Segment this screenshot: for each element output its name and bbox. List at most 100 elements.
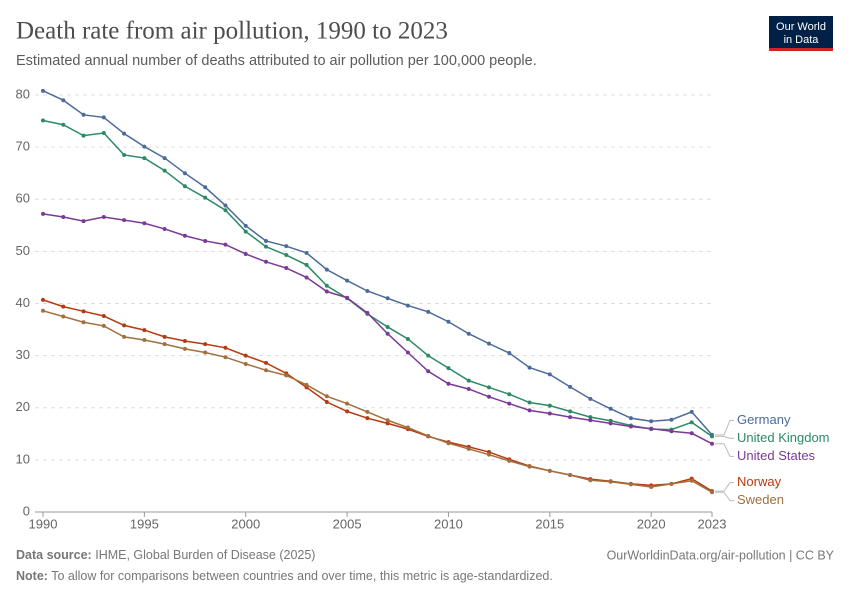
point bbox=[608, 421, 613, 426]
logo-box bbox=[769, 16, 833, 50]
point bbox=[101, 214, 106, 219]
point bbox=[61, 304, 66, 309]
point bbox=[588, 418, 593, 423]
legend-connector bbox=[715, 491, 734, 502]
point bbox=[405, 350, 410, 355]
point bbox=[710, 441, 714, 446]
point bbox=[182, 171, 187, 176]
legend-connector bbox=[715, 443, 734, 457]
point bbox=[284, 253, 289, 258]
legend-connector bbox=[715, 435, 734, 439]
point bbox=[568, 384, 573, 389]
point bbox=[324, 289, 329, 294]
x-tick-label: 2005 bbox=[333, 516, 362, 531]
point bbox=[284, 373, 289, 378]
point bbox=[385, 296, 390, 301]
point bbox=[284, 266, 289, 271]
point bbox=[162, 342, 167, 347]
series bbox=[41, 297, 714, 494]
point bbox=[81, 219, 86, 224]
point bbox=[649, 484, 654, 489]
point bbox=[466, 386, 471, 391]
series bbox=[41, 118, 714, 439]
point bbox=[203, 185, 208, 190]
y-tick-label: 50 bbox=[16, 243, 30, 258]
point bbox=[182, 346, 187, 351]
point bbox=[365, 409, 370, 414]
point bbox=[527, 408, 532, 413]
point bbox=[264, 368, 268, 373]
y-tick-label: 40 bbox=[16, 295, 30, 310]
point bbox=[264, 259, 268, 264]
point bbox=[405, 336, 410, 341]
point bbox=[61, 314, 66, 319]
point bbox=[426, 369, 431, 374]
point bbox=[689, 409, 694, 414]
point bbox=[345, 401, 350, 406]
legend-connector bbox=[715, 419, 734, 436]
line bbox=[42, 310, 713, 493]
point bbox=[162, 226, 167, 231]
x-tick-label: 1990 bbox=[29, 516, 58, 531]
note: Note: To allow for comparisons between c… bbox=[16, 569, 553, 583]
point bbox=[162, 168, 167, 173]
point bbox=[142, 144, 147, 149]
point bbox=[304, 275, 309, 280]
point bbox=[487, 394, 491, 399]
point bbox=[628, 416, 633, 421]
point bbox=[61, 98, 66, 103]
legend-label: United Kingdom bbox=[737, 430, 830, 445]
y-tick-label: 30 bbox=[16, 347, 30, 362]
point bbox=[547, 372, 552, 377]
point bbox=[284, 244, 289, 249]
point bbox=[487, 385, 491, 390]
point bbox=[689, 431, 694, 436]
y-tick-label: 80 bbox=[16, 86, 30, 101]
point bbox=[507, 392, 512, 397]
point bbox=[426, 433, 431, 438]
point bbox=[446, 381, 451, 386]
point bbox=[385, 418, 390, 423]
logo-line: in Data bbox=[784, 34, 820, 46]
point bbox=[122, 152, 127, 157]
point bbox=[527, 400, 532, 405]
point bbox=[41, 297, 45, 302]
y-tick-label: 70 bbox=[16, 139, 30, 154]
url[interactable]: OurWorldinData.org/air-pollution | CC BY bbox=[607, 548, 835, 562]
point bbox=[385, 324, 390, 329]
point bbox=[345, 278, 350, 283]
point bbox=[345, 295, 350, 300]
point bbox=[182, 184, 187, 189]
point bbox=[426, 353, 431, 358]
point bbox=[669, 429, 674, 434]
y-tick-label: 60 bbox=[16, 191, 30, 206]
point bbox=[527, 464, 532, 469]
point bbox=[507, 351, 512, 356]
point bbox=[122, 131, 127, 136]
point bbox=[142, 221, 147, 226]
point bbox=[304, 382, 309, 387]
line bbox=[42, 299, 713, 492]
series bbox=[41, 88, 714, 437]
point bbox=[385, 421, 390, 426]
source: Data source: IHME, Global Burden of Dise… bbox=[16, 548, 315, 562]
point bbox=[203, 238, 208, 243]
point bbox=[446, 366, 451, 371]
point bbox=[446, 319, 451, 324]
point bbox=[122, 334, 127, 339]
point bbox=[628, 482, 633, 487]
point bbox=[223, 355, 228, 360]
point bbox=[568, 472, 573, 477]
point bbox=[61, 122, 66, 127]
legend-label: Germany bbox=[737, 412, 791, 427]
logo[interactable]: Our World in Data bbox=[769, 16, 833, 51]
point bbox=[710, 434, 714, 439]
point bbox=[385, 331, 390, 336]
point bbox=[710, 490, 714, 495]
x-tick-label: 2020 bbox=[637, 516, 666, 531]
point bbox=[608, 406, 613, 411]
point bbox=[466, 446, 471, 451]
point bbox=[324, 394, 329, 399]
point bbox=[487, 341, 491, 346]
